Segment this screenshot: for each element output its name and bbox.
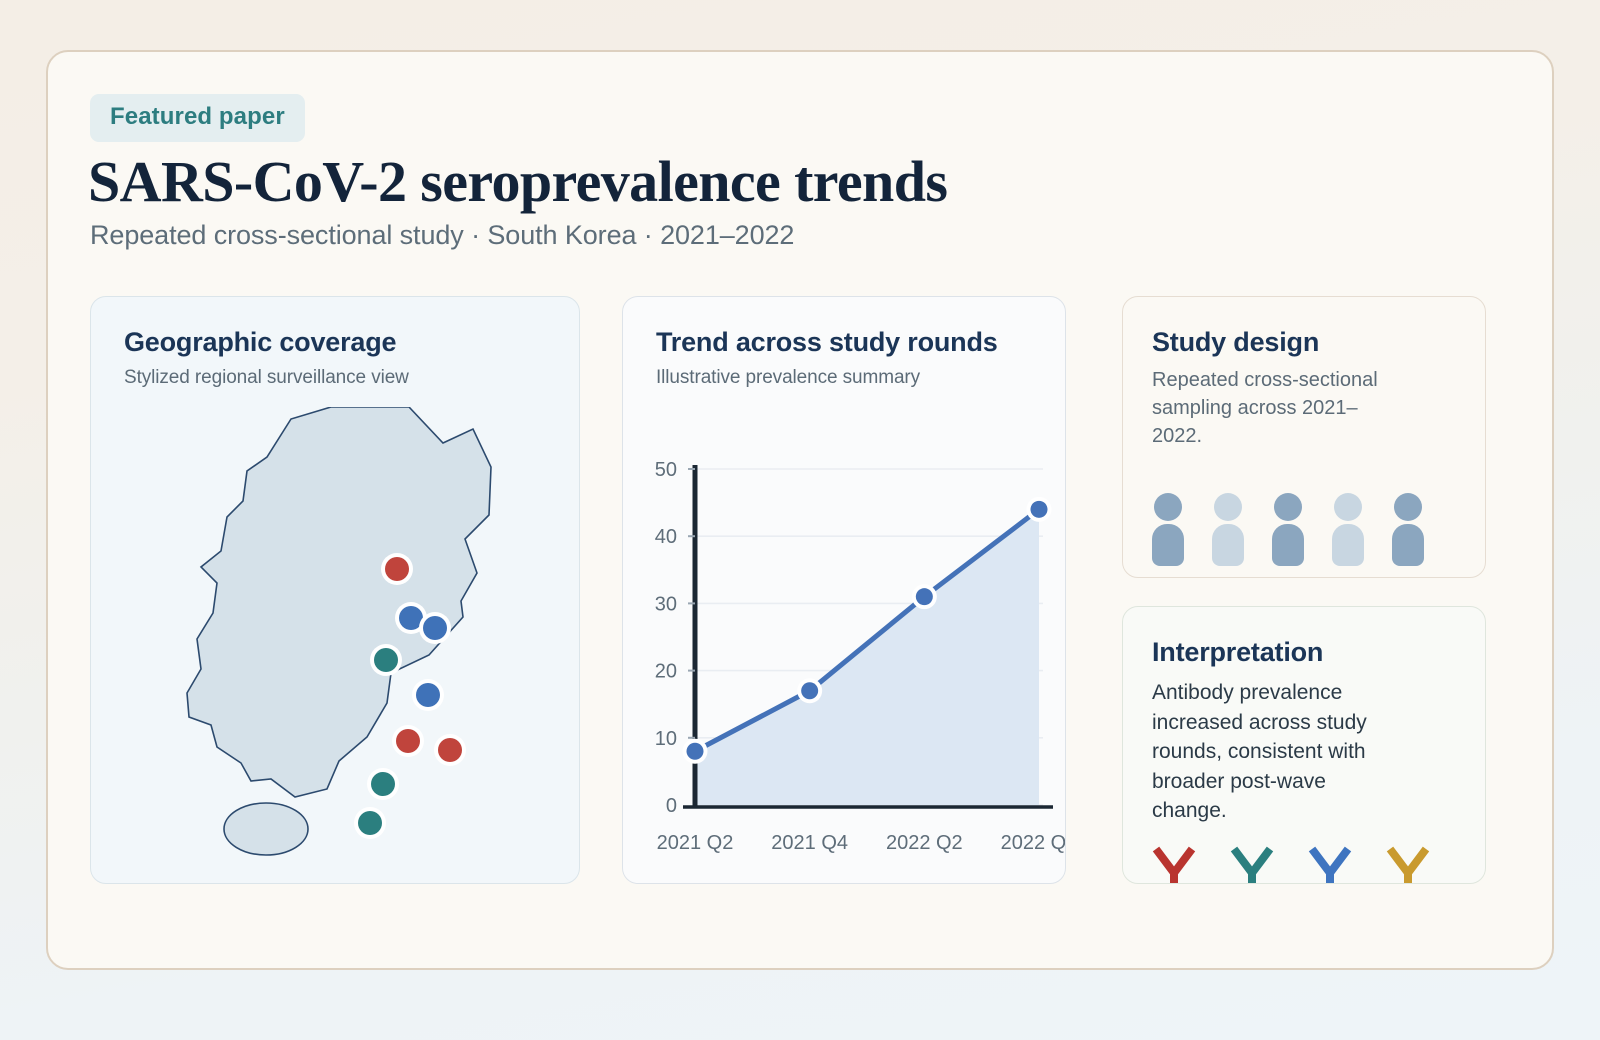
map-svg — [186, 406, 492, 856]
y-tick-label: 10 — [655, 728, 677, 750]
chart-line-path — [692, 506, 1042, 754]
people-icon-grid — [1152, 493, 1442, 577]
x-tick-label: 2022 Q2 — [886, 832, 963, 854]
map-marker-4[interactable] — [416, 683, 440, 707]
study-design-panel: Study design Repeated cross-sectional sa… — [1122, 296, 1486, 578]
page-title: SARS-CoV-2 seroprevalence trends — [88, 149, 948, 214]
area-fill — [695, 509, 1039, 805]
person-head — [1214, 493, 1242, 521]
antibody-gold-icon — [1386, 846, 1430, 883]
map-marker-6[interactable] — [438, 738, 462, 762]
map-marker-1[interactable] — [399, 606, 423, 630]
design-panel-title: Study design — [1152, 327, 1320, 357]
person-body — [1332, 524, 1364, 566]
person-body — [1212, 524, 1244, 566]
antibody-blue-icon — [1308, 846, 1352, 883]
map-marker-3[interactable] — [374, 648, 398, 672]
x-tick-label: 2021 Q4 — [771, 832, 848, 854]
person-head — [1154, 493, 1182, 521]
interpretation-panel-body: Antibody prevalence increased across stu… — [1152, 681, 1367, 822]
map-marker-0[interactable] — [385, 557, 409, 581]
antibody-teal-icon — [1230, 846, 1274, 883]
chart-area-fill — [695, 509, 1039, 805]
map-illustration — [91, 406, 579, 877]
person-head — [1394, 493, 1422, 521]
jeju-island-shape — [223, 802, 309, 856]
trend-line-chart: 0 10 20 30 40 50 2021 Q2 2021 Q4 2022 Q2 2022 Q4 — [655, 459, 1066, 854]
map-marker-2[interactable] — [423, 616, 447, 640]
map-marker-group — [354, 553, 466, 839]
map-panel-title: Geographic coverage — [124, 327, 397, 357]
data-point-2[interactable] — [915, 588, 933, 606]
antibody-glyph — [1386, 846, 1430, 883]
person-head — [1334, 493, 1362, 521]
y-tick-label: 20 — [655, 661, 677, 683]
person-icon — [1272, 493, 1304, 566]
data-point-1[interactable] — [801, 682, 819, 700]
antibody-glyph — [1152, 846, 1196, 883]
design-panel-body: Repeated cross-sectional sampling across… — [1152, 369, 1378, 447]
person-icon — [1212, 493, 1244, 566]
map-panel-subtitle: Stylized regional surveillance view — [124, 367, 409, 388]
chart-y-tick-labels: 0 10 20 30 40 50 — [655, 459, 677, 817]
y-tick-label: 0 — [666, 795, 677, 817]
antibody-red-icon — [1152, 846, 1196, 883]
geographic-coverage-panel: Geographic coverage Stylized regional su… — [90, 296, 580, 884]
featured-paper-badge: Featured paper — [90, 94, 305, 142]
korea-peninsula-shape — [186, 406, 492, 798]
chart-panel-title: Trend across study rounds — [656, 327, 998, 357]
data-point-3[interactable] — [1030, 500, 1048, 518]
data-point-0[interactable] — [686, 742, 704, 760]
featured-paper-card: Featured paper SARS-CoV-2 seroprevalence… — [46, 50, 1554, 970]
people-row — [1152, 493, 1442, 566]
x-tick-label: 2021 Q2 — [657, 832, 734, 854]
page-subtitle: Repeated cross-sectional study · South K… — [90, 220, 795, 250]
antibody-glyph — [1308, 846, 1352, 883]
x-tick-label: 2022 Q4 — [1001, 832, 1066, 854]
antibody-icon-row — [1149, 845, 1433, 883]
trend-line — [692, 506, 1042, 754]
person-body — [1152, 524, 1184, 566]
map-marker-7[interactable] — [371, 772, 395, 796]
person-icon — [1332, 493, 1364, 566]
chart-panel-subtitle: Illustrative prevalence summary — [656, 367, 921, 388]
map-marker-8[interactable] — [358, 811, 382, 835]
y-tick-label: 30 — [655, 593, 677, 615]
chart-x-tick-labels: 2021 Q2 2021 Q4 2022 Q2 2022 Q4 — [657, 832, 1066, 854]
person-head — [1274, 493, 1302, 521]
antibody-glyph — [1230, 846, 1274, 883]
map-marker-5[interactable] — [396, 729, 420, 753]
person-body — [1272, 524, 1304, 566]
chart-data-points — [682, 496, 1052, 764]
person-icon — [1152, 493, 1184, 566]
y-tick-label: 40 — [655, 526, 677, 548]
interpretation-panel: Interpretation Antibody prevalence incre… — [1122, 606, 1486, 884]
y-tick-label: 50 — [655, 459, 677, 481]
interpretation-panel-title: Interpretation — [1152, 637, 1324, 667]
person-icon — [1392, 493, 1424, 566]
person-body — [1392, 524, 1424, 566]
trend-chart-panel: Trend across study rounds Illustrative p… — [622, 296, 1066, 884]
